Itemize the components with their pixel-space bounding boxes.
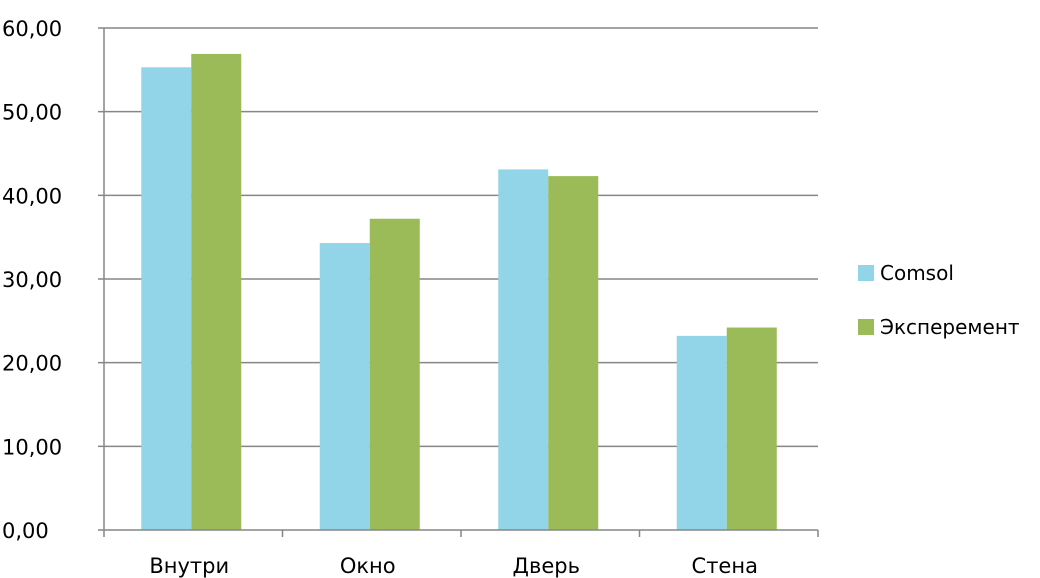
- bar-comsol: [676, 335, 727, 530]
- y-tick-label: 20,00: [2, 352, 62, 376]
- legend-swatch-comsol: [858, 265, 874, 281]
- bar-comsol: [498, 169, 549, 530]
- x-tick-label: Окно: [340, 554, 396, 578]
- x-tick-label: Внутри: [149, 554, 229, 578]
- bar-eksperement: [191, 53, 242, 530]
- y-axis-tick-labels: 0,00 10,00 20,00 30,00 40,00 50,00 60,00: [2, 17, 62, 543]
- y-tick-label: 60,00: [2, 17, 62, 41]
- x-tick-label: Стена: [692, 554, 758, 578]
- x-axis-tick-labels: Внутри Окно Дверь Стена: [149, 554, 758, 578]
- bar-comsol: [141, 67, 192, 530]
- legend-swatch-eksperement: [858, 319, 874, 335]
- bar-eksperement: [548, 176, 599, 530]
- legend-label-comsol: Comsol: [880, 261, 954, 285]
- legend-label-eksperement: Эксперемент: [880, 315, 1020, 339]
- y-tick-label: 40,00: [2, 184, 62, 208]
- legend: Comsol Эксперемент: [858, 261, 1020, 339]
- legend-item-comsol: Comsol: [858, 261, 954, 285]
- bar-comsol: [319, 243, 370, 531]
- y-tick-label: 0,00: [2, 519, 49, 543]
- axes: [98, 27, 819, 537]
- bar-eksperement: [369, 218, 420, 530]
- x-tick-label: Дверь: [513, 554, 580, 578]
- bar-eksperement: [726, 327, 777, 530]
- legend-item-eksperement: Эксперемент: [858, 315, 1020, 339]
- y-tick-label: 10,00: [2, 435, 62, 459]
- y-tick-label: 50,00: [2, 101, 62, 125]
- bars: [141, 53, 777, 531]
- y-tick-label: 30,00: [2, 268, 62, 292]
